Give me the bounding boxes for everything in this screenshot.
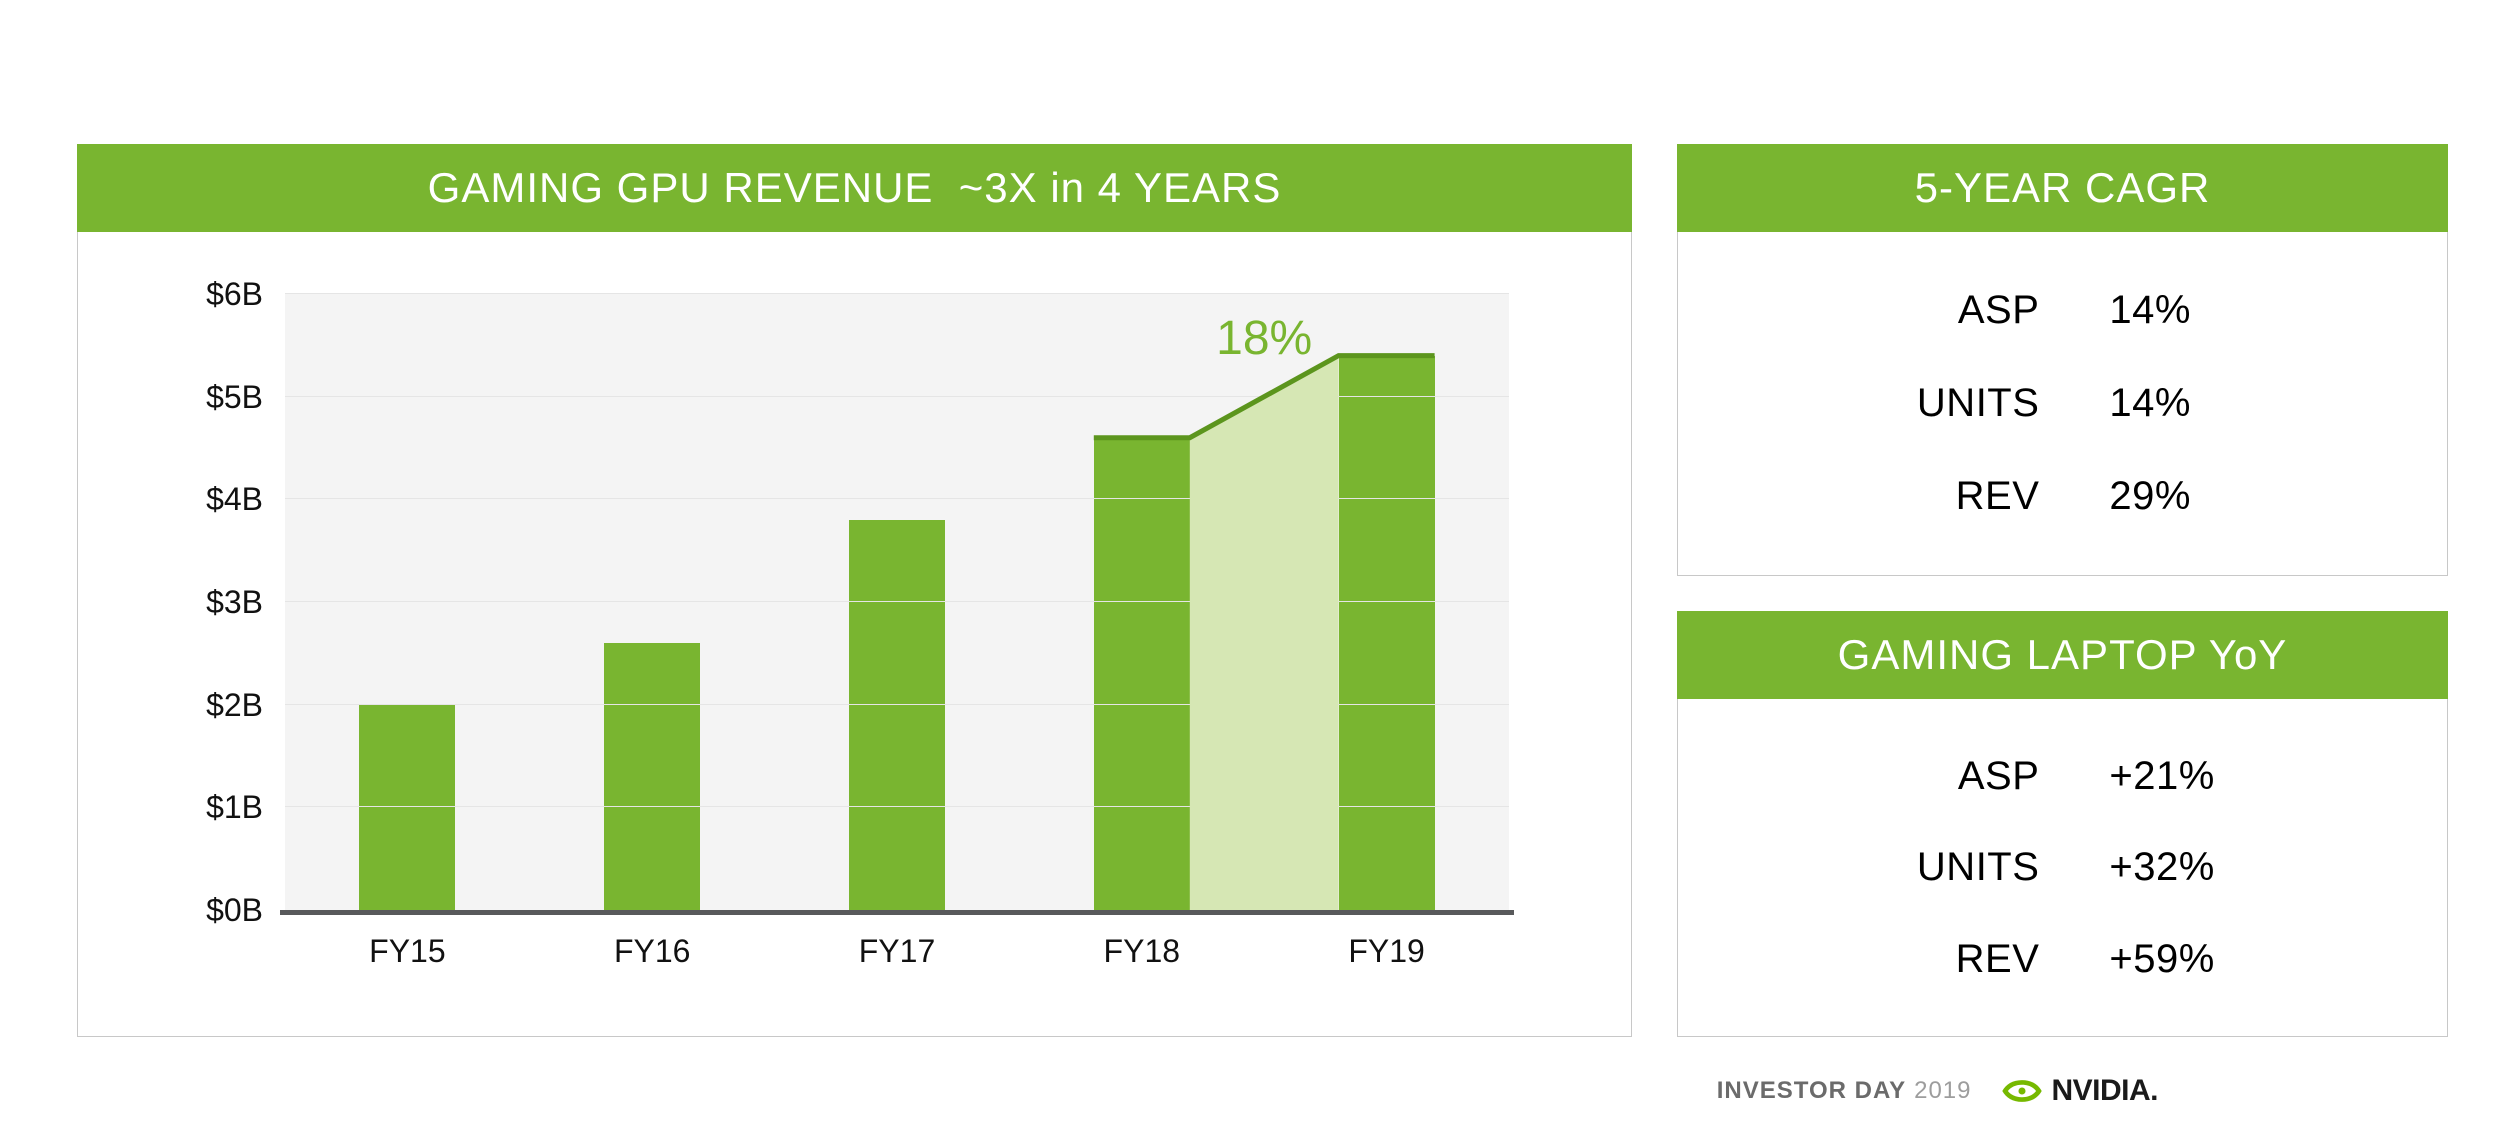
gridline [285, 601, 1509, 602]
y-tick-label: $1B [206, 789, 263, 826]
y-axis: $0B $1B $2B $3B $4B $5B $6B [183, 276, 263, 928]
cagr-title-bar: 5-YEAR CAGR [1677, 144, 2448, 232]
y-tick-label: $5B [206, 378, 263, 415]
cagr-panel: 5-YEAR CAGR ASP 14% UNITS 14% REV 29% [1677, 144, 2448, 576]
row-label: ASP [1957, 288, 2040, 332]
nvidia-logo: NVIDIA. [2001, 1074, 2158, 1108]
row-value: 29% [2109, 474, 2191, 518]
y-tick-label: $2B [206, 686, 263, 723]
footer: INVESTOR DAY 2019 NVIDIA. [1716, 1074, 2159, 1108]
cagr-title: 5-YEAR CAGR [1914, 164, 2211, 211]
row-value: +59% [2109, 936, 2215, 981]
bar-fy18 [1093, 437, 1190, 910]
y-tick-label: $4B [206, 481, 263, 518]
gridline [285, 395, 1509, 397]
cagr-body: ASP 14% UNITS 14% REV 29% [1677, 232, 2448, 576]
row-label: REV [1955, 474, 2040, 518]
chart-container: $0B $1B $2B $3B $4B $5B $6B 18% FY15 FY16 FY17 FY… [77, 232, 1632, 1037]
nvidia-wordmark: NVIDIA. [2051, 1074, 2158, 1107]
event-year: 2019 [1914, 1077, 1972, 1104]
laptop-row-rev: REV +59% [1678, 937, 2447, 982]
bar-fy19 [1338, 355, 1435, 910]
bar-band [1019, 294, 1264, 910]
bar-fy17 [848, 519, 945, 910]
x-tick-label: FY18 [1103, 933, 1181, 969]
row-label: ASP [1957, 753, 2040, 798]
gridline [285, 498, 1509, 500]
gridline [285, 806, 1509, 808]
row-value: 14% [2109, 288, 2191, 332]
laptop-row-asp: ASP +21% [1678, 754, 2447, 799]
laptop-title-bar: GAMING LAPTOP YoY [1677, 611, 2448, 699]
cagr-row-units: UNITS 14% [1678, 381, 2447, 426]
x-axis-labels: FY15 FY16 FY17 FY18 FY19 [285, 933, 1509, 970]
row-label: REV [1955, 936, 2040, 981]
y-tick-label: $3B [206, 584, 263, 620]
bar-band [530, 294, 775, 910]
x-tick-label: FY19 [1348, 933, 1425, 969]
row-value: 14% [2109, 381, 2191, 425]
bar-band [775, 294, 1020, 910]
chart-title-bar: GAMING GPU REVENUE ~3X in 4 YEARS [77, 144, 1632, 232]
bar-chart: $0B $1B $2B $3B $4B $5B $6B 18% FY15 FY16 FY17 FY… [78, 232, 1631, 970]
y-tick-label: $0B [206, 892, 263, 928]
y-tick-label: $6B [206, 276, 263, 312]
row-value: +21% [2109, 753, 2215, 798]
cagr-row-asp: ASP 14% [1678, 288, 2447, 333]
gaming-laptop-panel: GAMING LAPTOP YoY ASP +21% UNITS +32% RE… [1677, 611, 2448, 1037]
gridline [285, 293, 1509, 294]
bar-band [1264, 294, 1509, 910]
x-axis-baseline [280, 910, 1514, 915]
bar-band [285, 294, 530, 910]
cagr-row-rev: REV 29% [1678, 474, 2447, 519]
gaming-gpu-revenue-panel: GAMING GPU REVENUE ~3X in 4 YEARS $0B $1B… [77, 144, 1632, 1037]
plot-area: 18% [285, 293, 1509, 910]
bar-fy16 [604, 643, 701, 910]
event-name: INVESTOR DAY [1716, 1077, 1907, 1104]
row-label: UNITS [1916, 845, 2040, 889]
plot-column: 18% FY15 FY16 FY17 FY18 FY19 [280, 293, 1514, 970]
chart-title: GAMING GPU REVENUE ~3X in 4 YEARS [427, 164, 1282, 211]
laptop-row-units: UNITS +32% [1678, 845, 2447, 890]
x-tick-label: FY17 [858, 933, 936, 969]
bars [285, 294, 1509, 910]
x-tick-label: FY15 [369, 933, 446, 969]
nvidia-eye-icon [2002, 1080, 2043, 1102]
row-value: +32% [2109, 845, 2215, 889]
laptop-title: GAMING LAPTOP YoY [1837, 631, 2288, 678]
growth-annotation: 18% [1216, 311, 1313, 365]
x-tick-label: FY16 [613, 933, 691, 969]
laptop-body: ASP +21% UNITS +32% REV +59% [1677, 699, 2448, 1037]
row-label: UNITS [1916, 381, 2040, 425]
gridline [285, 703, 1509, 705]
